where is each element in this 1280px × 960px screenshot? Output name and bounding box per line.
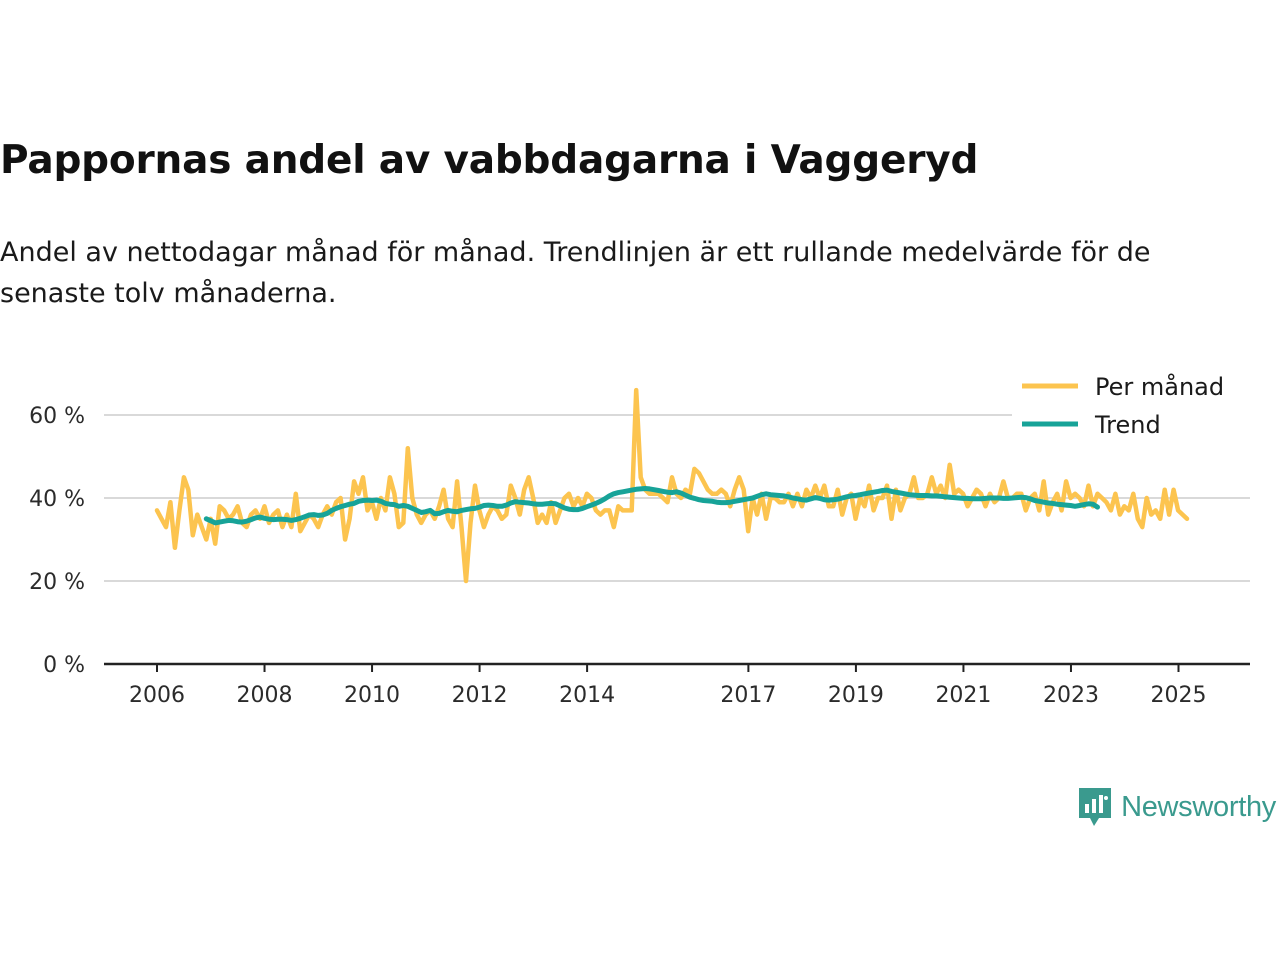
line-chart: 0 % 20 % 40 % 60 % 2006 2008 2010 2012 2014 2017…	[29, 368, 1252, 708]
legend-background	[1012, 368, 1252, 448]
series-line-monthly	[154, 387, 1190, 584]
series-line-trend	[203, 486, 1100, 526]
chart-title: Pappornas andel av vabbdagarna i Vaggery…	[0, 138, 979, 183]
x-tick-label: 2006	[129, 683, 185, 708]
newsworthy-logo: Newsworthy	[1077, 786, 1276, 828]
legend: Per månad Trend	[1012, 368, 1252, 448]
x-tick-label: 2010	[344, 683, 400, 708]
x-tick-label: 2017	[720, 683, 776, 708]
legend-label-monthly: Per månad	[1095, 372, 1224, 401]
chart-subtitle: Andel av nettodagar månad för månad. Tre…	[0, 237, 1151, 309]
y-axis-ticks: 0 % 20 % 40 % 60 %	[29, 404, 85, 678]
y-tick-label: 40 %	[29, 487, 85, 512]
y-tick-label: 60 %	[29, 404, 85, 429]
x-tick-label: 2021	[935, 683, 991, 708]
y-tick-label: 20 %	[29, 570, 85, 595]
x-tick-label: 2023	[1043, 683, 1099, 708]
y-tick-label: 0 %	[43, 653, 85, 678]
newsworthy-logo-icon	[1079, 788, 1112, 826]
legend-label-trend: Trend	[1094, 411, 1161, 439]
x-tick-label: 2012	[452, 683, 508, 708]
x-axis-ticks: 2006 2008 2010 2012 2014 2017 2019 2021 2023 2025	[129, 664, 1206, 708]
x-tick-label: 2025	[1150, 683, 1206, 708]
series-lines	[154, 387, 1190, 584]
x-tick-label: 2014	[559, 683, 615, 708]
x-tick-label: 2019	[828, 683, 884, 708]
x-tick-label: 2008	[237, 683, 293, 708]
newsworthy-logo-text: Newsworthy	[1121, 790, 1276, 823]
